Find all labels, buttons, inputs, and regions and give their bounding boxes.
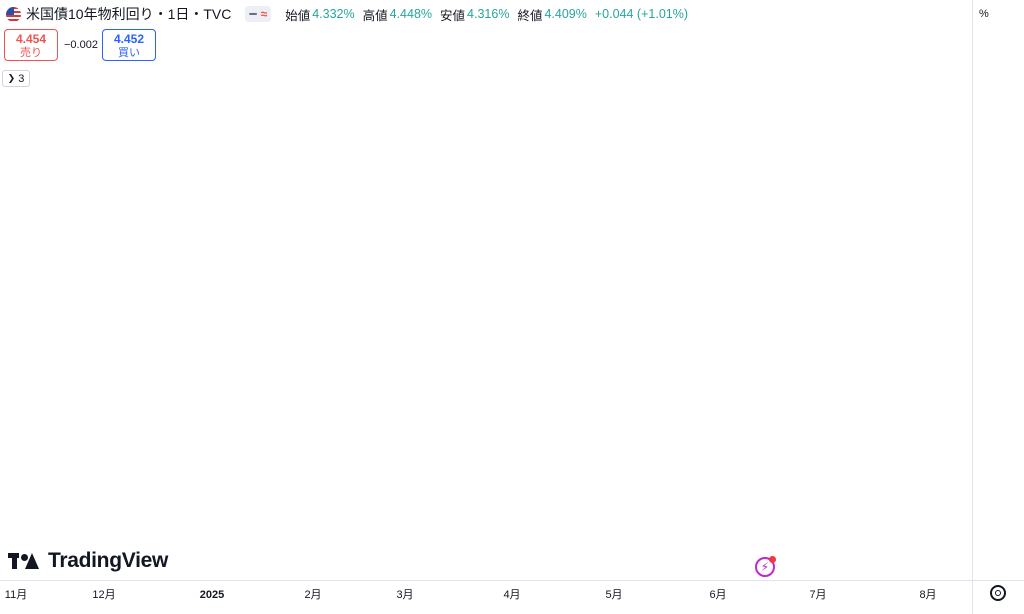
x-tick-label: 3月 — [396, 589, 413, 601]
x-tick-label: 12月 — [92, 589, 115, 601]
us-flag-icon — [6, 6, 21, 22]
x-tick-label: 2月 — [304, 589, 321, 601]
sell-button[interactable]: 4.454 売り — [4, 29, 58, 61]
x-tick-label: 4月 — [503, 589, 520, 601]
lightning-icon[interactable]: ⚡ — [755, 556, 776, 577]
sell-label: 売り — [20, 47, 42, 59]
x-tick-label: 7月 — [809, 589, 826, 601]
chevron-down-icon: ❯ — [7, 73, 16, 83]
compare-toggle[interactable]: ━ ≈ — [245, 6, 272, 22]
high-value: 4.448% — [389, 7, 433, 21]
spread-value: −0.002 — [64, 39, 98, 51]
indicator-collapse-button[interactable]: ❯ 3 — [2, 70, 30, 87]
open-label: 始値 — [285, 8, 311, 23]
change-value: +0.044 (+1.01%) — [594, 7, 688, 21]
close-value: 4.409% — [544, 7, 587, 21]
x-tick-label: 2025 — [200, 589, 224, 601]
gear-icon[interactable] — [990, 585, 1006, 601]
buy-button[interactable]: 4.452 買い — [102, 29, 156, 61]
buy-price: 4.452 — [113, 32, 145, 46]
close-label: 終値 — [517, 8, 543, 23]
open-value: 4.332% — [312, 7, 355, 21]
buy-label: 買い — [118, 47, 140, 59]
symbol-title[interactable]: 米国債10年物利回り・1日・TVC — [26, 6, 232, 22]
high-label: 高値 — [362, 8, 388, 23]
x-tick-label: 11月 — [5, 589, 27, 601]
minus-icon: ━ — [249, 7, 257, 21]
indicator-count: 3 — [18, 72, 25, 85]
tradingview-logo[interactable]: TradingView — [8, 549, 168, 573]
tradingview-logo-icon — [8, 551, 40, 571]
wave-icon: ≈ — [260, 7, 268, 21]
brand-name: TradingView — [48, 549, 169, 572]
chart-header: 米国債10年物利回り・1日・TVC ━ ≈ 始値 4.332% 高値 4.448… — [6, 4, 688, 24]
low-value: 4.316% — [467, 7, 510, 21]
scale-unit[interactable]: % — [979, 8, 989, 20]
sell-price: 4.454 — [15, 32, 47, 46]
low-label: 安値 — [440, 8, 466, 23]
x-tick-label: 5月 — [605, 589, 622, 601]
x-tick-label: 6月 — [709, 589, 726, 601]
x-tick-label: 8月 — [919, 589, 936, 601]
